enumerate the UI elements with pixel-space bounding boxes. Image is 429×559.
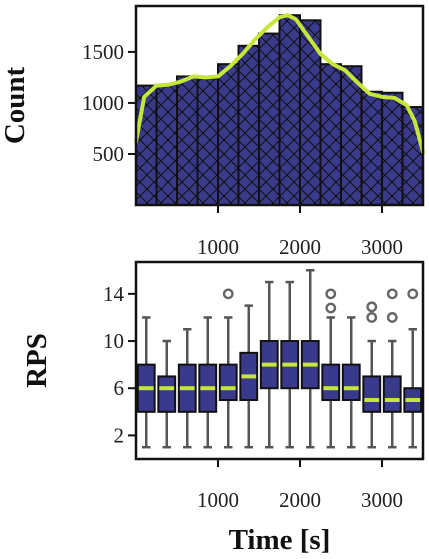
histogram-bar-hatch xyxy=(319,63,342,206)
histogram-panel: 500 1000 1500 1000 2000 3000 Count xyxy=(0,4,425,259)
histogram-bar-hatch xyxy=(381,91,404,206)
histogram-bar-hatch xyxy=(176,75,199,206)
boxplot-box xyxy=(300,269,320,449)
boxplot-y-ticks: 2 6 10 14 xyxy=(103,282,136,447)
boxplot-x-tick-label: 3000 xyxy=(361,488,403,512)
boxplot-y-tick-label: 10 xyxy=(103,329,124,353)
boxplot-outlier xyxy=(407,288,419,300)
boxplot-outlier xyxy=(386,288,398,300)
boxplot-box xyxy=(239,304,259,449)
boxplot-outlier xyxy=(325,288,337,300)
boxplot-outlier xyxy=(366,312,378,323)
histogram-bars xyxy=(135,14,424,207)
histogram-y-tick-label: 1000 xyxy=(82,91,124,115)
boxplot-y-axis-label: RPS xyxy=(21,333,53,388)
boxplot-box xyxy=(382,288,402,449)
histogram-x-tick-label: 1000 xyxy=(197,235,239,259)
histogram-bar-hatch xyxy=(217,63,240,206)
histogram-bar-hatch xyxy=(340,65,363,207)
boxplot-iqr-rect xyxy=(341,363,361,402)
boxplot-box xyxy=(362,301,382,449)
boxplot-iqr-rect xyxy=(157,375,177,413)
boxplot-frame xyxy=(134,260,425,461)
histogram-y-axis-label: Count xyxy=(0,66,31,144)
boxplot-outlier xyxy=(386,312,398,323)
histogram-bar-hatch xyxy=(196,77,219,206)
histogram-x-ticks: 1000 2000 3000 xyxy=(197,205,403,259)
boxplot-box xyxy=(218,288,238,449)
boxplot-iqr-rect xyxy=(382,375,402,413)
histogram-bar-hatch xyxy=(237,44,260,206)
histogram-y-tick-label: 1500 xyxy=(82,40,124,64)
boxplot-outlier xyxy=(366,301,378,313)
kde-line xyxy=(134,13,425,154)
histogram-bar-hatch xyxy=(155,83,178,206)
histogram-bar-hatch xyxy=(258,32,281,206)
boxplot-box xyxy=(177,327,197,449)
boxplot-outlier xyxy=(222,288,234,300)
boxplot-x-tick-label: 1000 xyxy=(197,488,239,512)
boxplot-box xyxy=(198,316,218,449)
boxplot-x-axis-label: Time [s] xyxy=(229,524,331,556)
boxplot-panel: 2 6 10 14 1000 2000 3000 RPS Time [s] xyxy=(21,260,425,556)
boxplot-outlier xyxy=(325,302,337,314)
boxplot-box xyxy=(403,288,423,449)
boxplot-iqr-rect xyxy=(321,363,341,402)
histogram-frame xyxy=(134,4,425,207)
boxplot-box xyxy=(341,316,361,449)
histogram-y-ticks: 500 1000 1500 xyxy=(82,40,136,166)
histogram-bar-hatch xyxy=(135,84,158,206)
histogram-bar-hatch xyxy=(278,14,301,206)
histogram-x-tick-label: 2000 xyxy=(279,235,321,259)
histogram-bar-hatch xyxy=(401,106,424,206)
boxplot-x-ticks: 1000 2000 3000 xyxy=(197,459,403,512)
histogram-y-tick-label: 500 xyxy=(93,142,125,166)
histogram-bar-hatch xyxy=(360,90,383,206)
histogram-x-tick-label: 3000 xyxy=(361,235,403,259)
boxplot-y-tick-label: 6 xyxy=(114,376,125,400)
boxplot-y-tick-label: 2 xyxy=(114,423,125,447)
boxplot-box xyxy=(259,280,279,449)
boxplot-y-tick-label: 14 xyxy=(103,282,125,306)
boxplot-iqr-rect xyxy=(362,375,382,413)
boxplot-box xyxy=(280,280,300,449)
boxplot-box xyxy=(321,288,341,449)
boxplot-boxes xyxy=(136,269,423,449)
boxplot-iqr-rect xyxy=(218,363,238,402)
boxplot-box xyxy=(136,316,156,449)
boxplot-box xyxy=(157,339,177,449)
boxplot-x-tick-label: 2000 xyxy=(279,488,321,512)
